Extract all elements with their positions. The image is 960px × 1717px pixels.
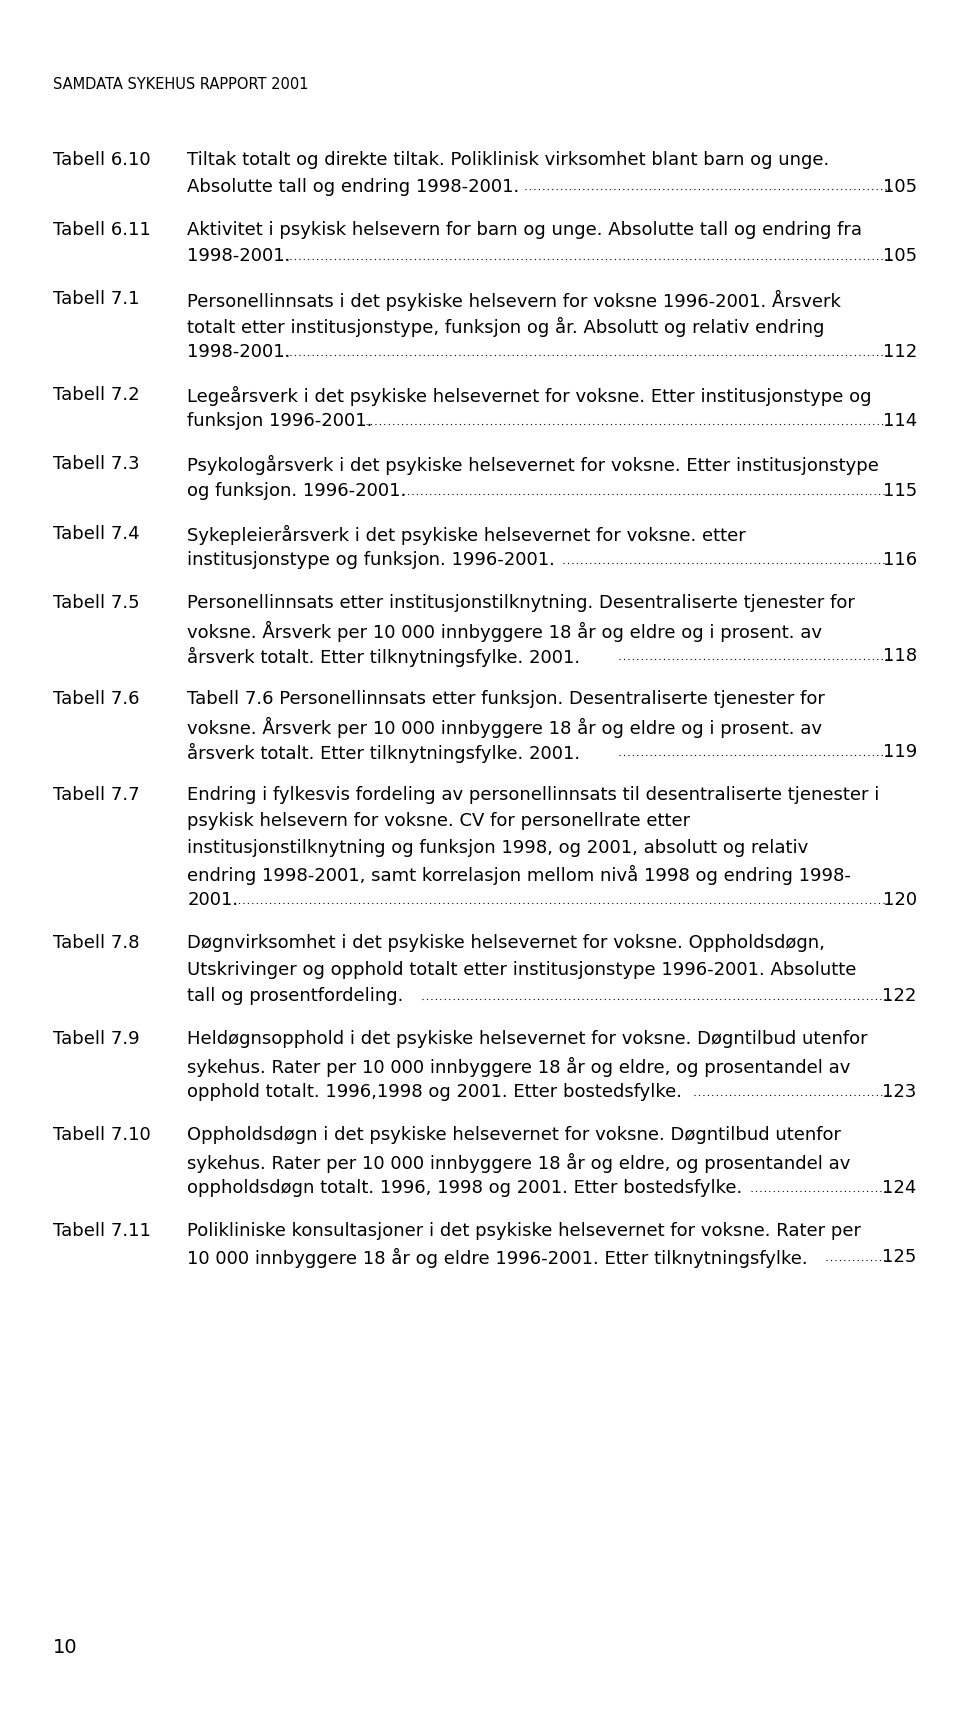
Text: Legeårsverk i det psykiske helsevernet for voksne. Etter institusjonstype og: Legeårsverk i det psykiske helsevernet f… — [187, 386, 872, 405]
Text: Heldøgnsopphold i det psykiske helsevernet for voksne. Døgntilbud utenfor: Heldøgnsopphold i det psykiske helsevern… — [187, 1030, 868, 1049]
Text: opphold totalt. 1996,1998 og 2001. Etter bostedsfylke.: opphold totalt. 1996,1998 og 2001. Etter… — [187, 1083, 683, 1101]
Text: Personellinnsats i det psykiske helsevern for voksne 1996-2001. Årsverk: Personellinnsats i det psykiske helsever… — [187, 290, 841, 311]
Text: Tabell 7.6: Tabell 7.6 — [53, 690, 139, 707]
Text: 1998-2001.: 1998-2001. — [187, 247, 291, 264]
Text: psykisk helsevern for voksne. CV for personellrate etter: psykisk helsevern for voksne. CV for per… — [187, 812, 690, 831]
Text: institusjonstilknytning og funksjon 1998, og 2001, absolutt og relativ: institusjonstilknytning og funksjon 1998… — [187, 838, 808, 857]
Text: 120: 120 — [882, 891, 917, 910]
Text: Tabell 7.10: Tabell 7.10 — [53, 1126, 151, 1144]
Text: institusjonstype og funksjon. 1996-2001.: institusjonstype og funksjon. 1996-2001. — [187, 551, 555, 568]
Text: totalt etter institusjonstype, funksjon og år. Absolutt og relativ endring: totalt etter institusjonstype, funksjon … — [187, 316, 825, 337]
Text: Personellinnsats etter institusjonstilknytning. Desentraliserte tjenester for: Personellinnsats etter institusjonstilkn… — [187, 594, 855, 613]
Text: sykehus. Rater per 10 000 innbyggere 18 år og eldre, og prosentandel av: sykehus. Rater per 10 000 innbyggere 18 … — [187, 1152, 851, 1173]
Text: Endring i fylkesvis fordeling av personellinnsats til desentraliserte tjenester : Endring i fylkesvis fordeling av persone… — [187, 786, 879, 804]
Text: SAMDATA SYKEHUS RAPPORT 2001: SAMDATA SYKEHUS RAPPORT 2001 — [53, 77, 308, 93]
Text: 114: 114 — [882, 412, 917, 431]
Text: 10: 10 — [53, 1638, 78, 1657]
Text: Oppholdsdøgn i det psykiske helsevernet for voksne. Døgntilbud utenfor: Oppholdsdøgn i det psykiske helsevernet … — [187, 1126, 841, 1144]
Text: 124: 124 — [882, 1180, 917, 1197]
Text: funksjon 1996-2001.: funksjon 1996-2001. — [187, 412, 372, 431]
Text: Tabell 7.7: Tabell 7.7 — [53, 786, 139, 804]
Text: Utskrivinger og opphold totalt etter institusjonstype 1996-2001. Absolutte: Utskrivinger og opphold totalt etter ins… — [187, 962, 856, 979]
Text: Døgnvirksomhet i det psykiske helsevernet for voksne. Oppholdsdøgn,: Døgnvirksomhet i det psykiske helseverne… — [187, 934, 825, 953]
Text: Tabell 7.3: Tabell 7.3 — [53, 455, 139, 474]
Text: 2001.: 2001. — [187, 891, 238, 910]
Text: Tabell 7.6 Personellinnsats etter funksjon. Desentraliserte tjenester for: Tabell 7.6 Personellinnsats etter funksj… — [187, 690, 825, 707]
Text: oppholdsdøgn totalt. 1996, 1998 og 2001. Etter bostedsfylke.: oppholdsdøgn totalt. 1996, 1998 og 2001.… — [187, 1180, 742, 1197]
Text: Absolutte tall og endring 1998-2001.: Absolutte tall og endring 1998-2001. — [187, 177, 519, 196]
Text: sykehus. Rater per 10 000 innbyggere 18 år og eldre, og prosentandel av: sykehus. Rater per 10 000 innbyggere 18 … — [187, 1056, 851, 1077]
Text: 105: 105 — [882, 177, 917, 196]
Text: Polikliniske konsultasjoner i det psykiske helsevernet for voksne. Rater per: Polikliniske konsultasjoner i det psykis… — [187, 1223, 861, 1240]
Text: Tabell 7.11: Tabell 7.11 — [53, 1223, 151, 1240]
Text: Psykologårsverk i det psykiske helsevernet for voksne. Etter institusjonstype: Psykologårsverk i det psykiske helsevern… — [187, 455, 879, 476]
Text: årsverk totalt. Etter tilknytningsfylke. 2001.: årsverk totalt. Etter tilknytningsfylke.… — [187, 647, 581, 668]
Text: og funksjon. 1996-2001.: og funksjon. 1996-2001. — [187, 482, 406, 500]
Text: endring 1998-2001, samt korrelasjon mellom nivå 1998 og endring 1998-: endring 1998-2001, samt korrelasjon mell… — [187, 865, 852, 886]
Text: 118: 118 — [882, 647, 917, 664]
Text: 105: 105 — [882, 247, 917, 264]
Text: Tabell 6.11: Tabell 6.11 — [53, 220, 151, 239]
Text: Tabell 6.10: Tabell 6.10 — [53, 151, 151, 170]
Text: 119: 119 — [882, 743, 917, 761]
Text: voksne. Årsverk per 10 000 innbyggere 18 år og eldre og i prosent. av: voksne. Årsverk per 10 000 innbyggere 18… — [187, 620, 822, 642]
Text: Tabell 7.5: Tabell 7.5 — [53, 594, 139, 613]
Text: Tabell 7.9: Tabell 7.9 — [53, 1030, 139, 1049]
Text: Tabell 7.2: Tabell 7.2 — [53, 386, 139, 403]
Text: 123: 123 — [882, 1083, 917, 1101]
Text: 112: 112 — [882, 343, 917, 361]
Text: Tabell 7.4: Tabell 7.4 — [53, 525, 139, 543]
Text: Tiltak totalt og direkte tiltak. Poliklinisk virksomhet blant barn og unge.: Tiltak totalt og direkte tiltak. Polikli… — [187, 151, 829, 170]
Text: Tabell 7.1: Tabell 7.1 — [53, 290, 139, 307]
Text: Sykepleierårsverk i det psykiske helsevernet for voksne. etter: Sykepleierårsverk i det psykiske helseve… — [187, 525, 746, 544]
Text: årsverk totalt. Etter tilknytningsfylke. 2001.: årsverk totalt. Etter tilknytningsfylke.… — [187, 743, 581, 762]
Text: voksne. Årsverk per 10 000 innbyggere 18 år og eldre og i prosent. av: voksne. Årsverk per 10 000 innbyggere 18… — [187, 716, 822, 738]
Text: 116: 116 — [882, 551, 917, 568]
Text: 1998-2001.: 1998-2001. — [187, 343, 291, 361]
Text: Tabell 7.8: Tabell 7.8 — [53, 934, 139, 953]
Text: Aktivitet i psykisk helsevern for barn og unge. Absolutte tall og endring fra: Aktivitet i psykisk helsevern for barn o… — [187, 220, 862, 239]
Text: 125: 125 — [882, 1248, 917, 1267]
Text: 115: 115 — [882, 482, 917, 500]
Text: 10 000 innbyggere 18 år og eldre 1996-2001. Etter tilknytningsfylke.: 10 000 innbyggere 18 år og eldre 1996-20… — [187, 1248, 807, 1269]
Text: tall og prosentfordeling.: tall og prosentfordeling. — [187, 987, 403, 1004]
Text: 122: 122 — [882, 987, 917, 1004]
